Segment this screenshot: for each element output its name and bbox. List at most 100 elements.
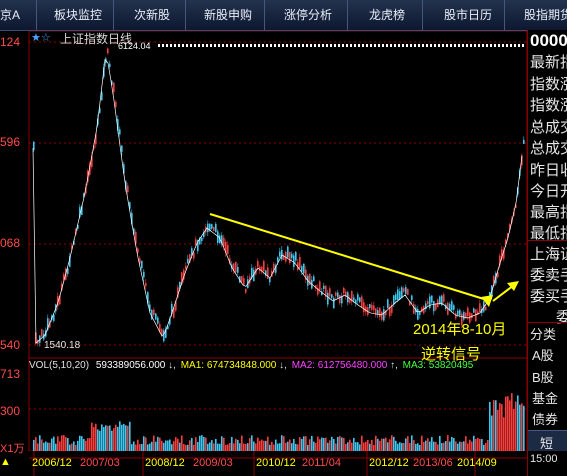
reversal-arrowhead	[507, 281, 519, 291]
date-label: 2009/03	[193, 457, 233, 469]
nav-item-market-calendar[interactable]: 股市日历	[444, 8, 493, 22]
volume-bar	[333, 439, 335, 451]
volume-bar	[191, 438, 193, 451]
volume-bar	[105, 425, 107, 451]
ytick-3: 068	[0, 236, 21, 250]
volume-bar	[67, 438, 69, 451]
volume-bar	[35, 437, 37, 451]
volume-bar	[221, 436, 223, 451]
nav-left-cut-label: 京A	[0, 8, 21, 22]
volume-bar	[195, 437, 197, 451]
nav-divider	[422, 0, 423, 30]
volume-bar	[349, 439, 351, 451]
category-b-shares[interactable]: B股	[532, 370, 554, 385]
volume-bar	[99, 430, 101, 451]
volume-bar	[507, 396, 509, 451]
volume-bar	[471, 441, 473, 451]
volume-bar	[85, 440, 87, 451]
index-code: 0000	[530, 31, 567, 50]
volume-bar	[419, 444, 421, 451]
volume-bar	[417, 443, 419, 451]
volume-bar	[211, 440, 213, 451]
downtrend-line	[209, 213, 488, 301]
volume-bar	[167, 440, 169, 451]
volume-bar	[337, 436, 339, 451]
low-price-label: 1540.18	[44, 340, 81, 351]
nav-divider	[347, 0, 348, 30]
date-scroll-left-icon[interactable]: ▲	[0, 456, 11, 468]
volume-bar	[103, 427, 105, 451]
volume-bar	[129, 421, 131, 451]
nav-item-sector-monitor[interactable]: 板块监控	[54, 8, 103, 22]
category-bonds[interactable]: 债券	[532, 412, 559, 427]
volume-bar	[125, 425, 127, 451]
volume-bar	[347, 442, 349, 451]
volume-bar	[425, 440, 427, 451]
date-label: 2012/12	[369, 457, 409, 469]
volume-bar	[249, 438, 251, 451]
volume-bar	[139, 444, 141, 451]
volume-bar	[151, 441, 153, 451]
volume-bar	[339, 436, 341, 451]
volume-bar	[313, 441, 315, 451]
volume-bar	[363, 442, 365, 451]
volume-bar	[217, 443, 219, 451]
volume-bar	[387, 442, 389, 451]
volume-indicator-row: VOL(5,10,20) 593389056.000 ↓, MA1: 67473…	[29, 360, 474, 371]
volume-bar	[271, 441, 273, 451]
volume-bar	[393, 436, 395, 451]
volume-bar	[327, 442, 329, 451]
volume-bar	[447, 435, 449, 451]
sidebar-field: 最低指	[530, 225, 567, 242]
chart-star-icon[interactable]: ★☆	[31, 32, 51, 44]
time-label: 15:00	[530, 453, 558, 465]
volume-bar	[197, 442, 199, 451]
volume-bar	[359, 444, 361, 451]
volume-bar	[449, 441, 451, 451]
volume-bar	[215, 438, 217, 451]
volume-bar	[233, 443, 235, 451]
volume-bar	[33, 439, 35, 451]
volume-bar	[501, 404, 503, 451]
nav-item-limit-up-analysis[interactable]: 涨停分析	[284, 8, 333, 22]
volume-bar	[209, 442, 211, 451]
sidebar-field: 委买手	[530, 288, 567, 305]
volume-bar	[373, 444, 375, 451]
volume-bar	[353, 437, 355, 451]
category-a-shares[interactable]: A股	[532, 348, 554, 363]
volume-bar	[135, 444, 137, 451]
category-funds[interactable]: 基金	[532, 391, 559, 406]
volume-bar	[241, 435, 243, 451]
volume-bar	[431, 437, 433, 451]
volume-bar	[123, 423, 125, 451]
volume-bar	[437, 444, 439, 451]
volume-bar	[145, 437, 147, 451]
volume-bar	[265, 440, 267, 451]
volume-bar	[61, 435, 63, 451]
volume-bar	[499, 403, 501, 451]
volume-bar	[131, 444, 133, 451]
volume-bar	[259, 440, 261, 451]
kline-chart[interactable]	[0, 31, 527, 476]
volume-bar	[321, 437, 323, 451]
volume-bar	[147, 444, 149, 451]
volume-bar	[227, 444, 229, 451]
volume-bar	[75, 444, 77, 451]
nav-item-dragon-tiger-list[interactable]: 龙虎榜	[369, 8, 406, 22]
volume-bar	[159, 437, 161, 451]
nav-item-index-futures[interactable]: 股指期货	[524, 8, 567, 22]
volume-bar	[57, 436, 59, 451]
volume-bar	[37, 443, 39, 451]
volume-bar	[185, 444, 187, 451]
volume-bar	[237, 439, 239, 451]
volume-bar	[305, 436, 307, 451]
high-price-label: 6124.04	[118, 41, 151, 51]
volume-bar	[371, 439, 373, 451]
nav-item-ipo-subscription[interactable]: 新股申购	[204, 8, 253, 22]
volume-bar	[223, 437, 225, 451]
volume-bar	[389, 439, 391, 451]
nav-item-new-stocks[interactable]: 次新股	[134, 8, 171, 22]
volume-bar	[415, 443, 417, 451]
volume-bar	[141, 444, 143, 451]
short-term-tab[interactable]: 短	[528, 430, 567, 451]
